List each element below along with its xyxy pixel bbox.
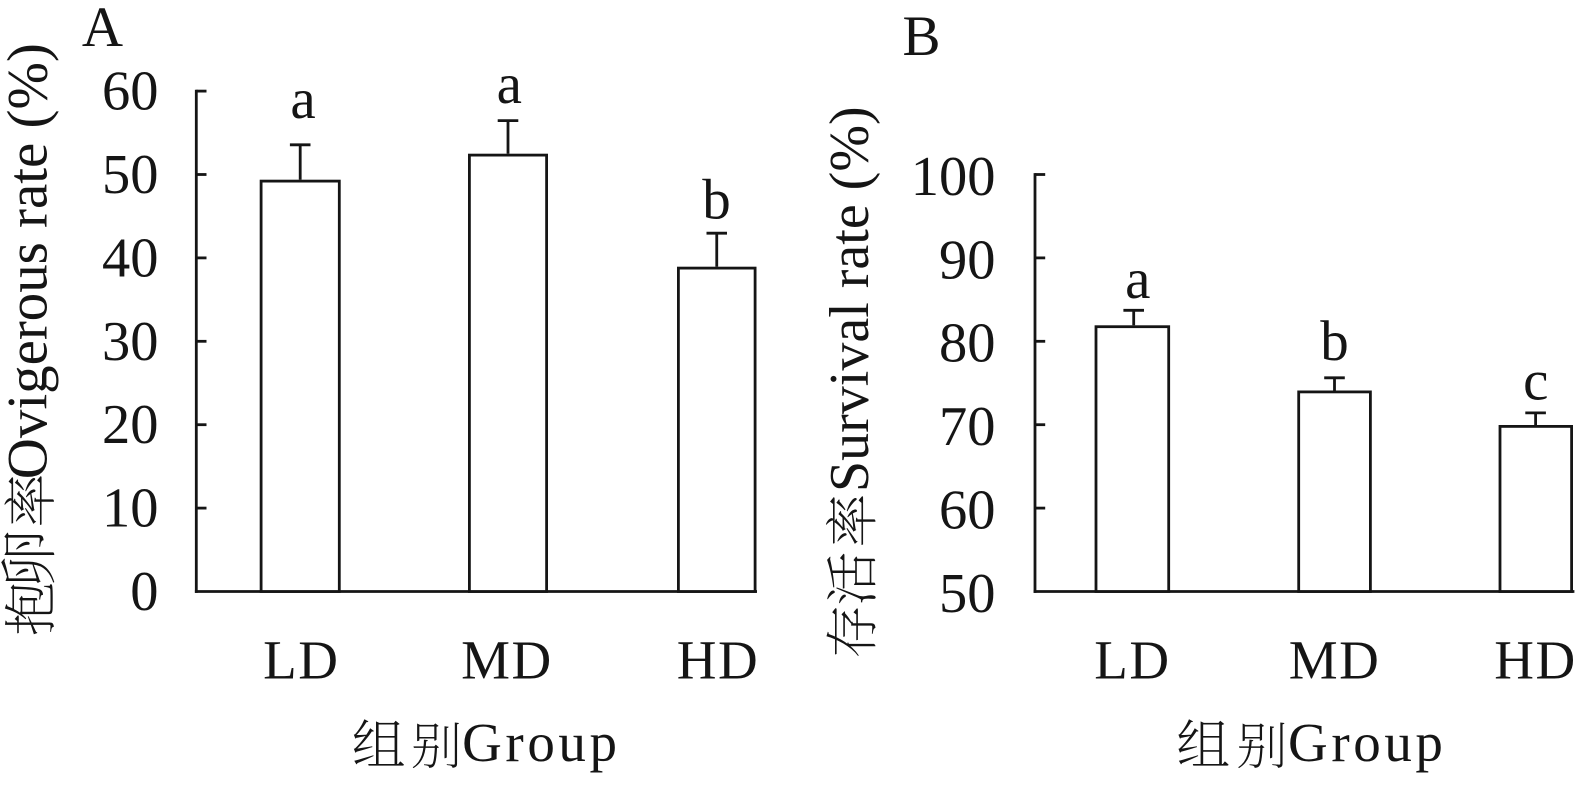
svg-text:b: b (1320, 310, 1349, 373)
svg-text:Group: Group (1288, 712, 1447, 773)
svg-text:90: 90 (939, 229, 996, 291)
svg-text:a: a (1125, 248, 1150, 311)
svg-text:MD: MD (1289, 629, 1381, 690)
svg-text:LD: LD (263, 629, 339, 690)
svg-text:a: a (290, 68, 315, 131)
svg-text:Ovigerous rate (%): Ovigerous rate (%) (0, 43, 60, 479)
svg-text:50: 50 (102, 144, 159, 206)
svg-text:10: 10 (102, 478, 159, 540)
svg-text:a: a (497, 53, 522, 116)
svg-text:A: A (82, 0, 123, 59)
svg-text:100: 100 (911, 146, 996, 208)
svg-text:HD: HD (1494, 629, 1575, 690)
svg-text:B: B (902, 5, 940, 68)
svg-text:80: 80 (939, 313, 996, 375)
svg-text:60: 60 (102, 61, 159, 123)
svg-text:c: c (1523, 350, 1548, 413)
svg-text:0: 0 (130, 561, 158, 623)
svg-text:60: 60 (939, 480, 996, 542)
svg-text:70: 70 (939, 396, 996, 458)
svg-text:20: 20 (102, 394, 159, 456)
svg-text:LD: LD (1094, 629, 1170, 690)
svg-text:Group: Group (462, 712, 621, 773)
svg-text:Survival rate (%): Survival rate (%) (819, 106, 881, 492)
svg-text:b: b (702, 169, 731, 232)
svg-text:MD: MD (461, 629, 553, 690)
svg-text:50: 50 (939, 563, 996, 625)
svg-text:30: 30 (102, 311, 159, 373)
svg-text:40: 40 (102, 227, 159, 289)
svg-text:HD: HD (677, 629, 759, 690)
